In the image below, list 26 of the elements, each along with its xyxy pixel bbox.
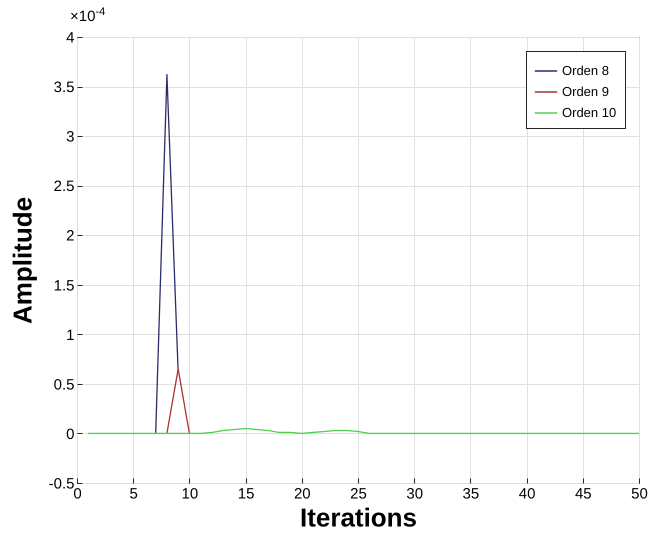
y-tick-label: 0.5 <box>54 376 74 394</box>
y-tick-label: 4 <box>66 30 74 46</box>
legend-label: Orden 8 <box>562 63 609 78</box>
y-tick-label: 3.5 <box>54 79 74 96</box>
y-tick-label: 0 <box>66 426 74 443</box>
x-tick-label: 30 <box>406 486 424 502</box>
y-tick-label: 1 <box>66 326 74 344</box>
y-tick-label: 2.5 <box>54 178 74 196</box>
x-tick-label: 25 <box>350 486 367 502</box>
text: ×10$^{-4}$ <box>70 6 106 25</box>
x-tick-label: 15 <box>238 486 254 502</box>
y-tick-label: 1.5 <box>54 277 74 294</box>
y-tick-label: -0.5 <box>48 476 74 492</box>
x-tick-label: 5 <box>130 486 138 502</box>
y-tick-label: 2 <box>66 228 74 245</box>
x-tick-label: 10 <box>182 486 198 502</box>
x-tick-label: 50 <box>631 486 648 502</box>
x-tick-label: 45 <box>574 486 592 502</box>
legend-label: Orden 10 <box>562 105 616 120</box>
y-axis-title: Amplitude <box>8 196 38 324</box>
x-axis-title: Iterations <box>300 502 418 532</box>
y-tick-label: 3 <box>66 128 74 146</box>
x-tick-label: 20 <box>294 486 311 502</box>
legend-label: Orden 9 <box>562 84 609 99</box>
x-tick-label: 35 <box>462 486 480 502</box>
x-tick-label: 40 <box>518 486 536 502</box>
